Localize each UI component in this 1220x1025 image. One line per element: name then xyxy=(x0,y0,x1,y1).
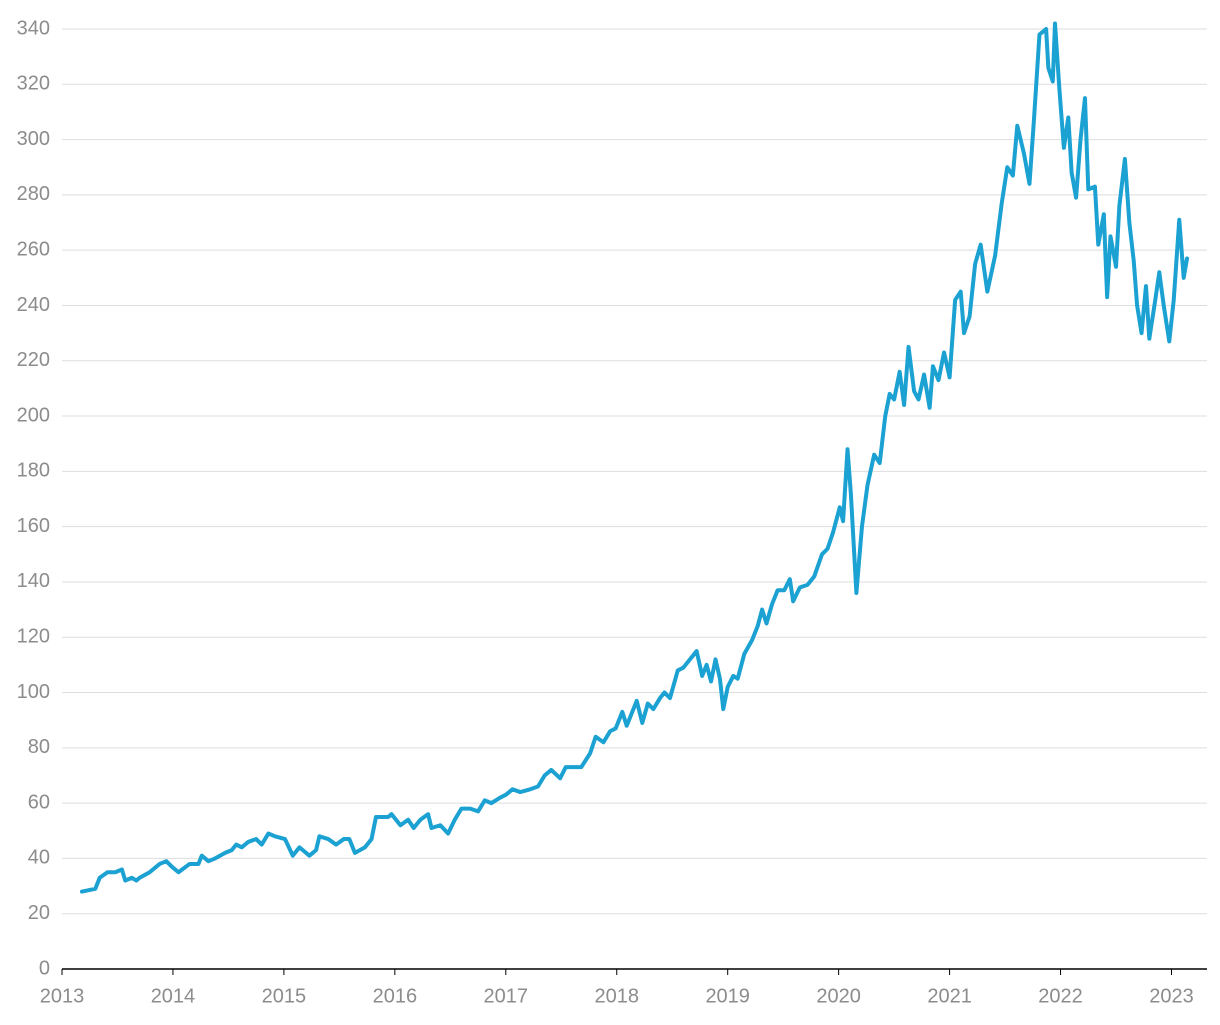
x-tick-label: 2019 xyxy=(705,985,750,1007)
y-tick-label: 60 xyxy=(28,791,50,813)
y-tick-label: 200 xyxy=(17,404,50,426)
y-tick-label: 280 xyxy=(17,183,50,205)
y-tick-label: 260 xyxy=(17,238,50,260)
x-tick-label: 2013 xyxy=(40,985,85,1007)
y-tick-label: 140 xyxy=(17,570,50,592)
x-tick-label: 2023 xyxy=(1149,985,1194,1007)
y-tick-label: 240 xyxy=(17,294,50,316)
x-tick-label: 2014 xyxy=(151,985,196,1007)
x-tick-label: 2021 xyxy=(927,985,972,1007)
x-tick-label: 2015 xyxy=(262,985,307,1007)
x-tick-label: 2018 xyxy=(594,985,639,1007)
y-tick-label: 20 xyxy=(28,902,50,924)
y-tick-label: 40 xyxy=(28,847,50,869)
x-tick-label: 2022 xyxy=(1038,985,1083,1007)
y-tick-label: 220 xyxy=(17,349,50,371)
y-tick-label: 320 xyxy=(17,73,50,95)
y-tick-label: 120 xyxy=(17,626,50,648)
y-tick-label: 160 xyxy=(17,515,50,537)
x-tick-label: 2016 xyxy=(373,985,418,1007)
y-tick-label: 300 xyxy=(17,128,50,150)
y-tick-label: 100 xyxy=(17,681,50,703)
price-line xyxy=(79,21,1190,894)
x-tick-label: 2017 xyxy=(484,985,529,1007)
x-tick-label: 2020 xyxy=(816,985,861,1007)
y-tick-label: 80 xyxy=(28,736,50,758)
y-tick-label: 180 xyxy=(17,460,50,482)
y-tick-label: 340 xyxy=(17,17,50,39)
y-tick-label: 0 xyxy=(39,957,50,979)
